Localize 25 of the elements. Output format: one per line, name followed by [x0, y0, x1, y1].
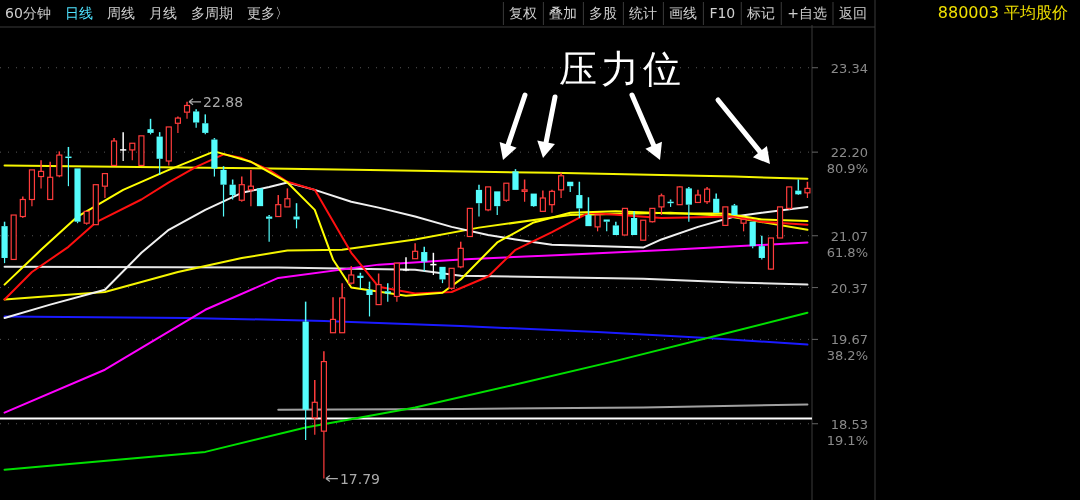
y-tick-label: 18.53 19.1% [826, 416, 868, 448]
annotation: 压力位 [559, 47, 685, 91]
text: 返回 [839, 5, 867, 21]
text: 周线 [106, 5, 135, 21]
text: 更多〉 [246, 5, 289, 21]
text: 统计 [629, 5, 658, 21]
text: 多周期 [190, 5, 233, 21]
text: 60分钟 [5, 5, 51, 21]
text: F10 [709, 5, 736, 21]
text: 复权 [509, 5, 538, 21]
text: 日线 [64, 5, 93, 21]
annotation: 22.88 [203, 93, 244, 110]
y-tick-label: 23.34 [830, 60, 868, 76]
text: 880003 平均股价 [937, 3, 1068, 22]
text: 叠加 [549, 5, 578, 21]
y-tick-label: 22.20 80.9% [826, 145, 868, 177]
text: 标记 [746, 5, 776, 21]
text: 画线 [669, 5, 698, 21]
text: 月线 [148, 5, 177, 21]
text: 多股 [589, 5, 618, 21]
text: +自选 [787, 5, 827, 21]
annotation: 17.79 [339, 470, 380, 487]
y-tick-label: 21.07 61.8% [826, 228, 868, 260]
y-tick-label: 20.37 [830, 280, 868, 296]
y-tick-label: 19.67 38.2% [826, 332, 868, 364]
